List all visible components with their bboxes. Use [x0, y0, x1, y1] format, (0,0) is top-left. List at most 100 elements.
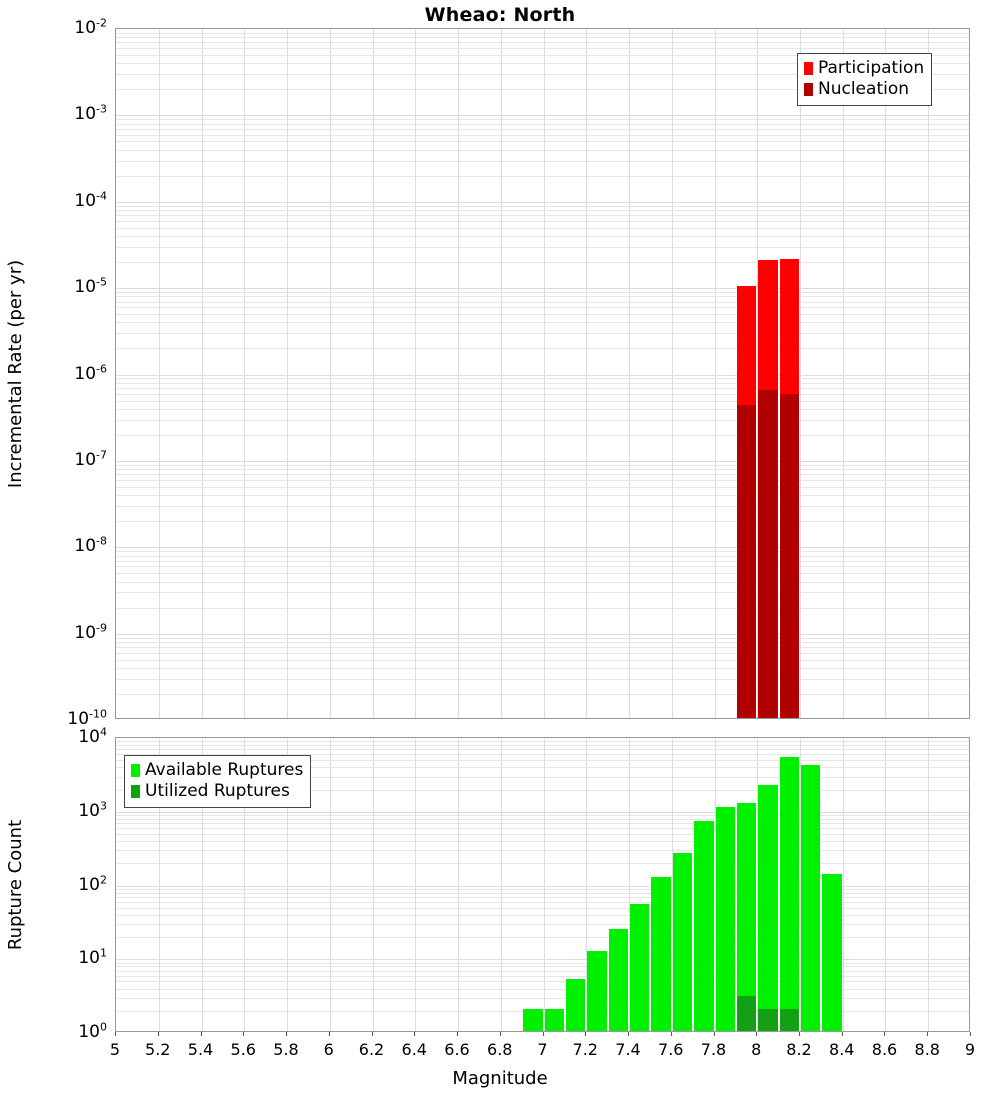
x-tick-mark [457, 1032, 458, 1036]
gridline-vertical [928, 29, 929, 718]
gridline-vertical [244, 738, 245, 1031]
gridline-horizontal-minor [116, 551, 969, 552]
legend-item-nucleation: Nucleation [804, 79, 924, 100]
bar-available-ruptures [801, 764, 821, 1031]
gridline-vertical [244, 29, 245, 718]
legend-swatch-icon [804, 62, 813, 75]
gridline-horizontal-minor [116, 292, 969, 293]
gridline-vertical [544, 29, 545, 718]
y-tick-label: 100 [78, 1020, 107, 1042]
gridline-horizontal-minor [116, 850, 969, 851]
gridline-horizontal-minor [116, 937, 969, 938]
top-panel-legend: Participation Nucleation [797, 53, 933, 106]
gridline-horizontal-minor [116, 383, 969, 384]
gridline-horizontal-minor [116, 834, 969, 835]
bar-available-ruptures [587, 951, 607, 1031]
x-tick-mark [585, 1032, 586, 1036]
gridline-horizontal [116, 959, 969, 960]
legend-swatch-icon [131, 764, 140, 777]
bar-available-ruptures [822, 873, 842, 1031]
gridline-horizontal-minor [116, 119, 969, 120]
bar-nucleation [736, 405, 757, 718]
gridline-horizontal-minor [116, 247, 969, 248]
x-axis-title: Magnitude [452, 1068, 548, 1089]
gridline-vertical [586, 738, 587, 1031]
gridline-horizontal-minor [116, 74, 969, 75]
gridline-vertical [287, 738, 288, 1031]
bar-available-ruptures [715, 806, 735, 1031]
gridline-horizontal-minor [116, 55, 969, 56]
gridline-horizontal-minor [116, 754, 969, 755]
x-tick-mark [115, 1032, 116, 1036]
bar-available-ruptures [651, 877, 671, 1031]
legend-item-utilized-ruptures: Utilized Ruptures [131, 781, 303, 802]
gridline-vertical [800, 738, 801, 1031]
y-tick-label: 10-9 [74, 620, 107, 643]
y-tick-label: 10-4 [74, 189, 107, 211]
gridline-horizontal-minor [116, 141, 969, 142]
x-tick-label: 5 [109, 1040, 121, 1059]
gridline-horizontal-minor [116, 409, 969, 410]
gridline-vertical [159, 29, 160, 718]
gridline-vertical [672, 738, 673, 1031]
gridline-vertical [885, 738, 886, 1031]
gridline-horizontal-minor [116, 388, 969, 389]
legend-swatch-icon [804, 83, 813, 96]
x-tick-label: 8.6 [871, 1040, 898, 1059]
gridline-vertical [458, 738, 459, 1031]
gridline-horizontal-minor [116, 893, 969, 894]
legend-item-available-ruptures: Available Ruptures [131, 760, 303, 781]
gridline-horizontal-minor [116, 653, 969, 654]
x-tick-label: 6 [323, 1040, 334, 1059]
x-tick-mark [970, 1032, 971, 1036]
bar-utilized-ruptures [758, 1008, 778, 1031]
gridline-horizontal-minor [116, 694, 969, 695]
gridline-horizontal-minor [116, 745, 969, 746]
y-tick-label: 101 [78, 946, 107, 969]
gridline-horizontal [116, 812, 969, 813]
gridline-horizontal-minor [116, 135, 969, 136]
bar-available-ruptures [779, 756, 799, 1031]
gridline-horizontal-minor [116, 465, 969, 466]
bar-available-ruptures [694, 821, 714, 1031]
gridline-horizontal-minor [116, 889, 969, 890]
y-tick-label: 103 [78, 799, 107, 821]
legend-label: Available Ruptures [145, 760, 304, 780]
gridline-horizontal [116, 461, 969, 462]
gridline-horizontal-minor [116, 841, 969, 842]
gridline-horizontal [116, 886, 969, 887]
x-tick-mark [500, 1032, 501, 1036]
bottom-panel-legend: Available Ruptures Utilized Ruptures [124, 755, 312, 808]
gridline-vertical [757, 29, 758, 718]
y-tick-label: 102 [78, 872, 107, 895]
x-tick-label: 6.6 [444, 1040, 470, 1059]
gridline-horizontal-minor [116, 480, 969, 481]
gridline-vertical [672, 29, 673, 718]
gridline-vertical [287, 29, 288, 718]
gridline-horizontal-minor [116, 638, 969, 639]
legend-label: Utilized Ruptures [145, 781, 290, 801]
x-tick-label: 6.8 [487, 1040, 513, 1059]
gridline-horizontal-minor [116, 760, 969, 761]
gridline-vertical [330, 29, 331, 718]
gridline-horizontal-minor [116, 210, 969, 211]
legend-label: Participation [818, 58, 925, 78]
bar-nucleation [758, 390, 778, 718]
x-tick-label: 7 [537, 1040, 548, 1059]
gridline-horizontal-minor [116, 981, 969, 982]
x-tick-label: 5.8 [273, 1040, 299, 1059]
gridline-horizontal-minor [116, 307, 969, 308]
bar-available-ruptures [630, 904, 650, 1031]
gridline-horizontal-minor [116, 647, 969, 648]
legend-item-participation: Participation [804, 58, 924, 79]
x-tick-mark [286, 1032, 287, 1036]
gridline-horizontal-minor [116, 963, 969, 964]
gridline-horizontal-minor [116, 582, 969, 583]
gridline-vertical [757, 738, 758, 1031]
gridline-horizontal-minor [116, 161, 969, 162]
gridline-horizontal-minor [116, 63, 969, 64]
bar-available-ruptures [523, 1008, 543, 1031]
gridline-vertical [544, 738, 545, 1031]
x-tick-mark [158, 1032, 159, 1036]
gridline-vertical [373, 29, 374, 718]
